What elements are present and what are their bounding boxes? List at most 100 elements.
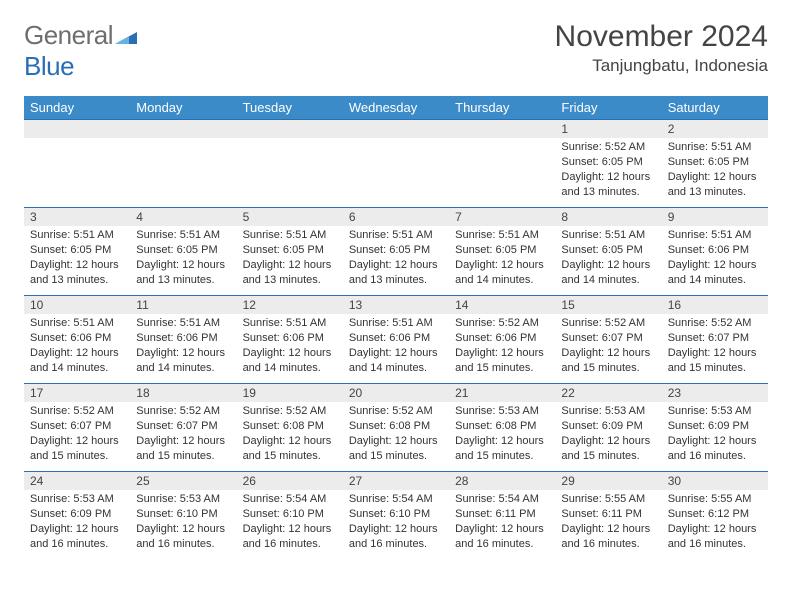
cell-content: Sunrise: 5:54 AMSunset: 6:10 PMDaylight:… xyxy=(343,490,449,555)
calendar-cell: 16Sunrise: 5:52 AMSunset: 6:07 PMDayligh… xyxy=(662,296,768,384)
day-number xyxy=(130,120,236,138)
day-header: Friday xyxy=(555,96,661,120)
day-number: 7 xyxy=(449,208,555,226)
calendar-cell: 30Sunrise: 5:55 AMSunset: 6:12 PMDayligh… xyxy=(662,472,768,560)
cell-content: Sunrise: 5:55 AMSunset: 6:11 PMDaylight:… xyxy=(555,490,661,555)
calendar-row: 3Sunrise: 5:51 AMSunset: 6:05 PMDaylight… xyxy=(24,208,768,296)
cell-content: Sunrise: 5:53 AMSunset: 6:10 PMDaylight:… xyxy=(130,490,236,555)
cell-content: Sunrise: 5:51 AMSunset: 6:06 PMDaylight:… xyxy=(343,314,449,379)
calendar-cell: 28Sunrise: 5:54 AMSunset: 6:11 PMDayligh… xyxy=(449,472,555,560)
calendar-cell: 2Sunrise: 5:51 AMSunset: 6:05 PMDaylight… xyxy=(662,120,768,208)
day-header: Saturday xyxy=(662,96,768,120)
day-number: 3 xyxy=(24,208,130,226)
day-header: Sunday xyxy=(24,96,130,120)
calendar-cell xyxy=(449,120,555,208)
day-number: 4 xyxy=(130,208,236,226)
month-title: November 2024 xyxy=(555,20,768,54)
cell-content: Sunrise: 5:52 AMSunset: 6:07 PMDaylight:… xyxy=(24,402,130,467)
logo-triangle-icon xyxy=(115,20,137,51)
cell-content: Sunrise: 5:53 AMSunset: 6:09 PMDaylight:… xyxy=(555,402,661,467)
calendar-cell: 22Sunrise: 5:53 AMSunset: 6:09 PMDayligh… xyxy=(555,384,661,472)
day-number: 16 xyxy=(662,296,768,314)
calendar-cell: 29Sunrise: 5:55 AMSunset: 6:11 PMDayligh… xyxy=(555,472,661,560)
day-number: 15 xyxy=(555,296,661,314)
calendar-row: 17Sunrise: 5:52 AMSunset: 6:07 PMDayligh… xyxy=(24,384,768,472)
day-number: 6 xyxy=(343,208,449,226)
calendar-cell: 4Sunrise: 5:51 AMSunset: 6:05 PMDaylight… xyxy=(130,208,236,296)
cell-content: Sunrise: 5:51 AMSunset: 6:05 PMDaylight:… xyxy=(130,226,236,291)
cell-content: Sunrise: 5:52 AMSunset: 6:08 PMDaylight:… xyxy=(343,402,449,467)
cell-content: Sunrise: 5:51 AMSunset: 6:05 PMDaylight:… xyxy=(343,226,449,291)
day-number: 26 xyxy=(237,472,343,490)
cell-content: Sunrise: 5:51 AMSunset: 6:06 PMDaylight:… xyxy=(24,314,130,379)
cell-content: Sunrise: 5:55 AMSunset: 6:12 PMDaylight:… xyxy=(662,490,768,555)
calendar-cell: 26Sunrise: 5:54 AMSunset: 6:10 PMDayligh… xyxy=(237,472,343,560)
cell-content: Sunrise: 5:53 AMSunset: 6:09 PMDaylight:… xyxy=(24,490,130,555)
day-number: 8 xyxy=(555,208,661,226)
location: Tanjungbatu, Indonesia xyxy=(555,56,768,76)
day-number: 1 xyxy=(555,120,661,138)
day-number: 14 xyxy=(449,296,555,314)
calendar-cell: 21Sunrise: 5:53 AMSunset: 6:08 PMDayligh… xyxy=(449,384,555,472)
calendar-cell: 24Sunrise: 5:53 AMSunset: 6:09 PMDayligh… xyxy=(24,472,130,560)
calendar-cell: 15Sunrise: 5:52 AMSunset: 6:07 PMDayligh… xyxy=(555,296,661,384)
cell-content: Sunrise: 5:51 AMSunset: 6:05 PMDaylight:… xyxy=(555,226,661,291)
day-number xyxy=(24,120,130,138)
day-header: Tuesday xyxy=(237,96,343,120)
cell-content: Sunrise: 5:52 AMSunset: 6:08 PMDaylight:… xyxy=(237,402,343,467)
day-number: 2 xyxy=(662,120,768,138)
logo-part1: General xyxy=(24,20,113,50)
cell-content: Sunrise: 5:51 AMSunset: 6:06 PMDaylight:… xyxy=(662,226,768,291)
cell-content: Sunrise: 5:51 AMSunset: 6:05 PMDaylight:… xyxy=(449,226,555,291)
day-number xyxy=(449,120,555,138)
cell-content: Sunrise: 5:51 AMSunset: 6:06 PMDaylight:… xyxy=(237,314,343,379)
calendar-cell: 19Sunrise: 5:52 AMSunset: 6:08 PMDayligh… xyxy=(237,384,343,472)
cell-content: Sunrise: 5:52 AMSunset: 6:07 PMDaylight:… xyxy=(130,402,236,467)
calendar-cell: 8Sunrise: 5:51 AMSunset: 6:05 PMDaylight… xyxy=(555,208,661,296)
calendar-cell: 20Sunrise: 5:52 AMSunset: 6:08 PMDayligh… xyxy=(343,384,449,472)
logo: GeneralBlue xyxy=(24,20,137,82)
calendar-cell: 11Sunrise: 5:51 AMSunset: 6:06 PMDayligh… xyxy=(130,296,236,384)
cell-content: Sunrise: 5:52 AMSunset: 6:05 PMDaylight:… xyxy=(555,138,661,203)
calendar-cell: 18Sunrise: 5:52 AMSunset: 6:07 PMDayligh… xyxy=(130,384,236,472)
calendar-cell: 12Sunrise: 5:51 AMSunset: 6:06 PMDayligh… xyxy=(237,296,343,384)
calendar-cell: 9Sunrise: 5:51 AMSunset: 6:06 PMDaylight… xyxy=(662,208,768,296)
title-block: November 2024 Tanjungbatu, Indonesia xyxy=(555,20,768,76)
cell-content: Sunrise: 5:52 AMSunset: 6:06 PMDaylight:… xyxy=(449,314,555,379)
day-number: 20 xyxy=(343,384,449,402)
day-number: 23 xyxy=(662,384,768,402)
day-number: 12 xyxy=(237,296,343,314)
calendar-cell xyxy=(130,120,236,208)
day-number: 11 xyxy=(130,296,236,314)
day-number: 10 xyxy=(24,296,130,314)
calendar-cell: 10Sunrise: 5:51 AMSunset: 6:06 PMDayligh… xyxy=(24,296,130,384)
day-header: Wednesday xyxy=(343,96,449,120)
cell-content: Sunrise: 5:51 AMSunset: 6:06 PMDaylight:… xyxy=(130,314,236,379)
calendar-row: 1Sunrise: 5:52 AMSunset: 6:05 PMDaylight… xyxy=(24,120,768,208)
cell-content: Sunrise: 5:53 AMSunset: 6:09 PMDaylight:… xyxy=(662,402,768,467)
calendar-table: SundayMondayTuesdayWednesdayThursdayFrid… xyxy=(24,96,768,560)
day-number: 24 xyxy=(24,472,130,490)
calendar-cell: 7Sunrise: 5:51 AMSunset: 6:05 PMDaylight… xyxy=(449,208,555,296)
day-number: 27 xyxy=(343,472,449,490)
day-number: 13 xyxy=(343,296,449,314)
day-header: Thursday xyxy=(449,96,555,120)
cell-content: Sunrise: 5:53 AMSunset: 6:08 PMDaylight:… xyxy=(449,402,555,467)
day-number: 29 xyxy=(555,472,661,490)
day-number: 25 xyxy=(130,472,236,490)
header: GeneralBlue November 2024 Tanjungbatu, I… xyxy=(24,20,768,82)
cell-content: Sunrise: 5:54 AMSunset: 6:10 PMDaylight:… xyxy=(237,490,343,555)
day-number: 21 xyxy=(449,384,555,402)
logo-text: GeneralBlue xyxy=(24,20,137,82)
day-header: Monday xyxy=(130,96,236,120)
cell-content: Sunrise: 5:54 AMSunset: 6:11 PMDaylight:… xyxy=(449,490,555,555)
day-number: 17 xyxy=(24,384,130,402)
day-number: 9 xyxy=(662,208,768,226)
day-number: 22 xyxy=(555,384,661,402)
day-number: 18 xyxy=(130,384,236,402)
calendar-cell: 17Sunrise: 5:52 AMSunset: 6:07 PMDayligh… xyxy=(24,384,130,472)
calendar-cell: 14Sunrise: 5:52 AMSunset: 6:06 PMDayligh… xyxy=(449,296,555,384)
calendar-cell: 23Sunrise: 5:53 AMSunset: 6:09 PMDayligh… xyxy=(662,384,768,472)
calendar-cell xyxy=(24,120,130,208)
cell-content: Sunrise: 5:52 AMSunset: 6:07 PMDaylight:… xyxy=(662,314,768,379)
